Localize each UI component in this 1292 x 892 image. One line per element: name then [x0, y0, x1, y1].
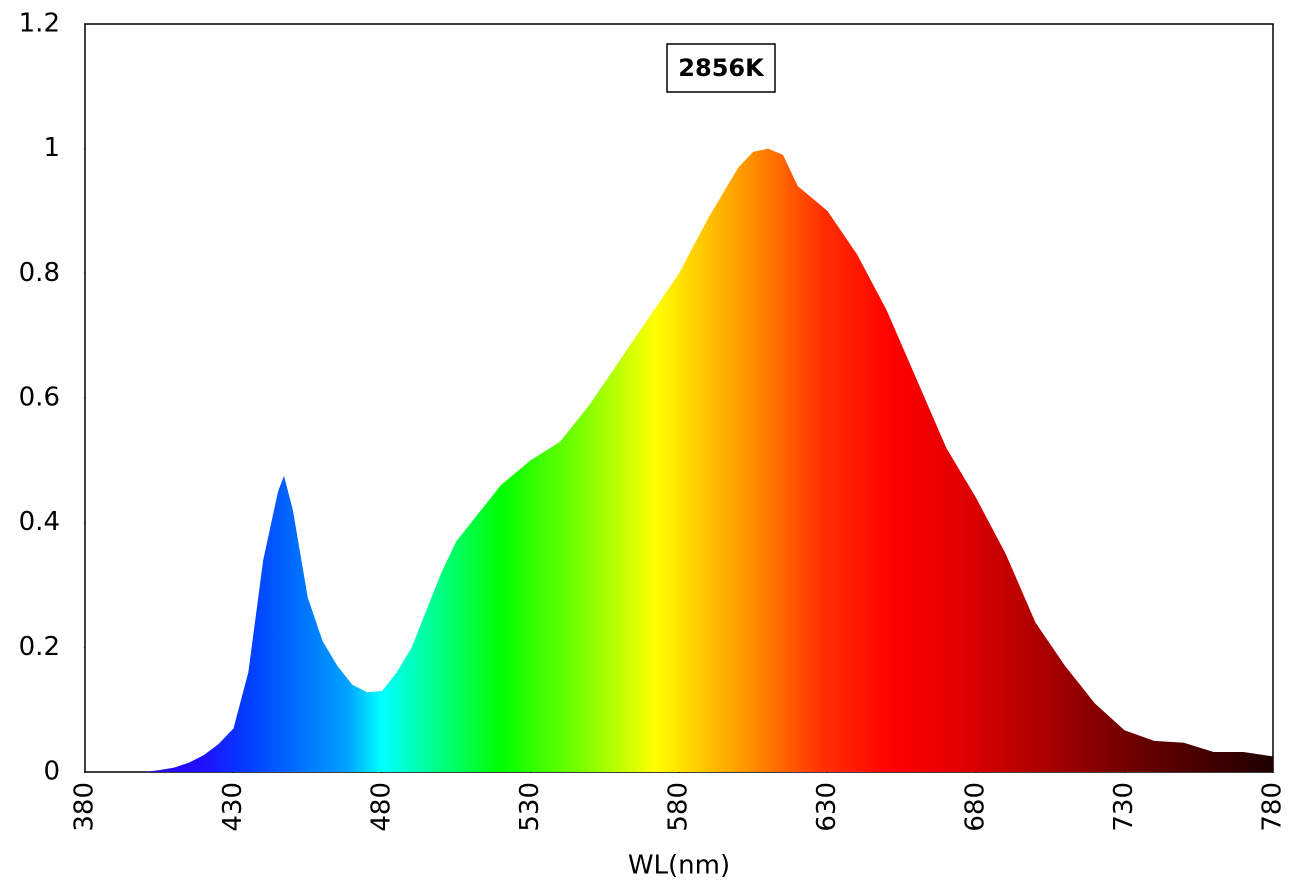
x-tick-label: 530	[515, 782, 545, 832]
x-tick-label: 630	[812, 782, 842, 832]
y-tick-label: 1.2	[19, 9, 60, 39]
y-tick-label: 1	[43, 133, 60, 163]
spectrum-area	[85, 148, 1273, 772]
x-tick-label: 580	[664, 782, 694, 832]
y-tick-label: 0.6	[19, 383, 60, 413]
x-tick-label: 430	[218, 782, 248, 832]
y-tick-label: 0.8	[19, 258, 60, 288]
annotation-box	[666, 43, 776, 93]
x-tick-label: 380	[70, 782, 100, 832]
y-tick-label: 0	[43, 757, 60, 787]
x-axis-label: WL(nm)	[628, 851, 730, 881]
x-tick-label: 780	[1258, 782, 1288, 832]
x-tick-label: 680	[961, 782, 991, 832]
x-tick-label: 730	[1109, 782, 1139, 832]
y-tick-label: 0.4	[19, 507, 60, 537]
annotation: 2856K	[678, 54, 765, 82]
y-tick-label: 0.2	[19, 632, 60, 662]
x-tick-label: 480	[367, 782, 397, 832]
